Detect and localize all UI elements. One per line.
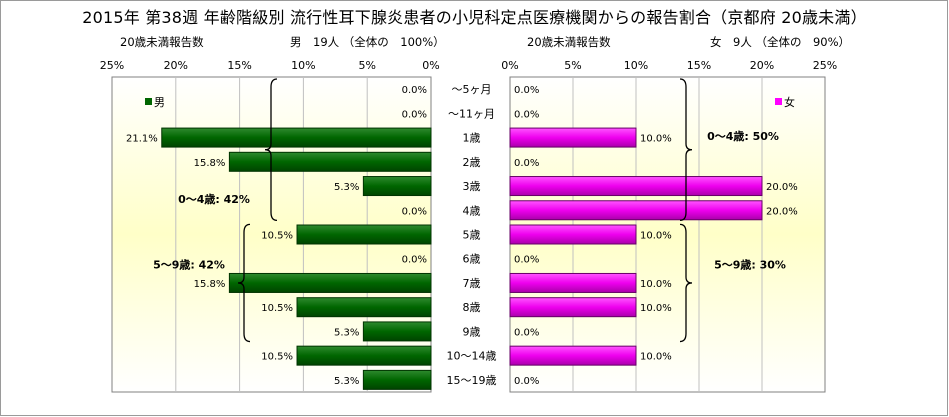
female-bar (509, 176, 763, 197)
male-value-label: 0.0% (402, 206, 427, 217)
male-group-label: 0～4歳: 42% (178, 192, 250, 206)
category-label: ～11ヶ月 (448, 107, 495, 120)
male-tick-label: 25% (100, 59, 124, 72)
female-value-label: 10.0% (640, 231, 672, 242)
female-bar (509, 345, 637, 366)
male-value-label: 5.3% (334, 182, 359, 193)
female-bar (509, 127, 637, 148)
male-bar (296, 224, 432, 245)
female-group-label: 5～9歳: 30% (714, 257, 786, 271)
male-group-bracket (264, 78, 278, 222)
category-label: 15～19歳 (447, 374, 497, 387)
female-bar (509, 224, 637, 245)
female-value-label: 10.0% (640, 303, 672, 314)
female-value-label: 20.0% (766, 206, 798, 217)
male-tick-label: 15% (227, 59, 251, 72)
female-value-label: 0.0% (514, 255, 539, 266)
male-bar (296, 345, 432, 366)
male-bar (161, 127, 432, 148)
female-value-label: 0.0% (514, 85, 539, 96)
female-bar (509, 200, 763, 221)
female-tick-label: 15% (687, 59, 711, 72)
category-label: 7歳 (463, 277, 481, 290)
male-legend-swatch (145, 98, 152, 105)
male-value-label: 21.1% (126, 134, 158, 145)
male-axis-label: 20歳未満報告数 (120, 35, 204, 49)
category-label: 6歳 (463, 253, 481, 266)
female-tick-label: 10% (624, 59, 648, 72)
male-bar (362, 369, 432, 390)
female-tick-label: 5% (564, 59, 581, 72)
male-tick-label: 20% (164, 59, 188, 72)
female-value-label: 10.0% (640, 279, 672, 290)
male-value-label: 15.8% (194, 158, 226, 169)
category-label: 2歳 (463, 156, 481, 169)
female-tick-label: 25% (813, 59, 837, 72)
male-value-label: 0.0% (402, 109, 427, 120)
male-bar (228, 151, 432, 172)
female-tick-label: 0% (501, 59, 518, 72)
male-value-label: 0.0% (402, 85, 427, 96)
chart-title: 2015年 第38週 年齢階級別 流行性耳下腺炎患者の小児科定点医療機関からの報… (82, 8, 867, 27)
category-label: 1歳 (463, 132, 481, 145)
male-value-label: 5.3% (334, 327, 359, 338)
female-tick-label: 20% (750, 59, 774, 72)
male-bar (362, 321, 432, 342)
female-value-label: 0.0% (514, 327, 539, 338)
female-bar (509, 272, 637, 293)
male-tick-label: 0% (422, 59, 439, 72)
male-value-label: 0.0% (402, 255, 427, 266)
male-tick-label: 5% (358, 59, 375, 72)
female-value-label: 0.0% (514, 376, 539, 387)
category-label: ～5ヶ月 (452, 83, 492, 96)
category-label: 9歳 (463, 325, 481, 338)
female-value-label: 10.0% (640, 134, 672, 145)
male-value-label: 10.5% (261, 352, 293, 363)
male-bar (362, 176, 432, 197)
male-value-label: 15.8% (194, 279, 226, 290)
male-header: 男 19人 （全体の 100%） (290, 35, 445, 49)
male-value-label: 10.5% (261, 303, 293, 314)
female-legend-swatch (775, 98, 782, 105)
female-group-bracket (679, 78, 693, 222)
male-group-label: 5～9歳: 42% (153, 257, 225, 271)
male-value-label: 10.5% (261, 231, 293, 242)
female-header: 女 9人 （全体の 90%） (710, 35, 851, 49)
category-label: 4歳 (463, 204, 481, 217)
male-legend-label: 男 (154, 96, 165, 109)
male-bar (296, 297, 432, 318)
category-label: 10～14歳 (447, 350, 497, 363)
female-legend-label: 女 (784, 95, 795, 109)
female-value-label: 0.0% (514, 109, 539, 120)
category-label: 8歳 (463, 301, 481, 314)
male-group-bracket (237, 223, 251, 343)
category-label: 5歳 (463, 229, 481, 242)
male-tick-label: 10% (291, 59, 315, 72)
female-group-bracket (679, 223, 693, 343)
male-bar (228, 272, 432, 293)
female-bar (509, 297, 637, 318)
female-axis-label: 20歳未満報告数 (527, 35, 611, 49)
female-value-label: 20.0% (766, 182, 798, 193)
female-value-label: 10.0% (640, 352, 672, 363)
male-value-label: 5.3% (334, 376, 359, 387)
category-label: 3歳 (463, 180, 481, 193)
female-value-label: 0.0% (514, 158, 539, 169)
female-group-label: 0～4歳: 50% (707, 129, 779, 143)
